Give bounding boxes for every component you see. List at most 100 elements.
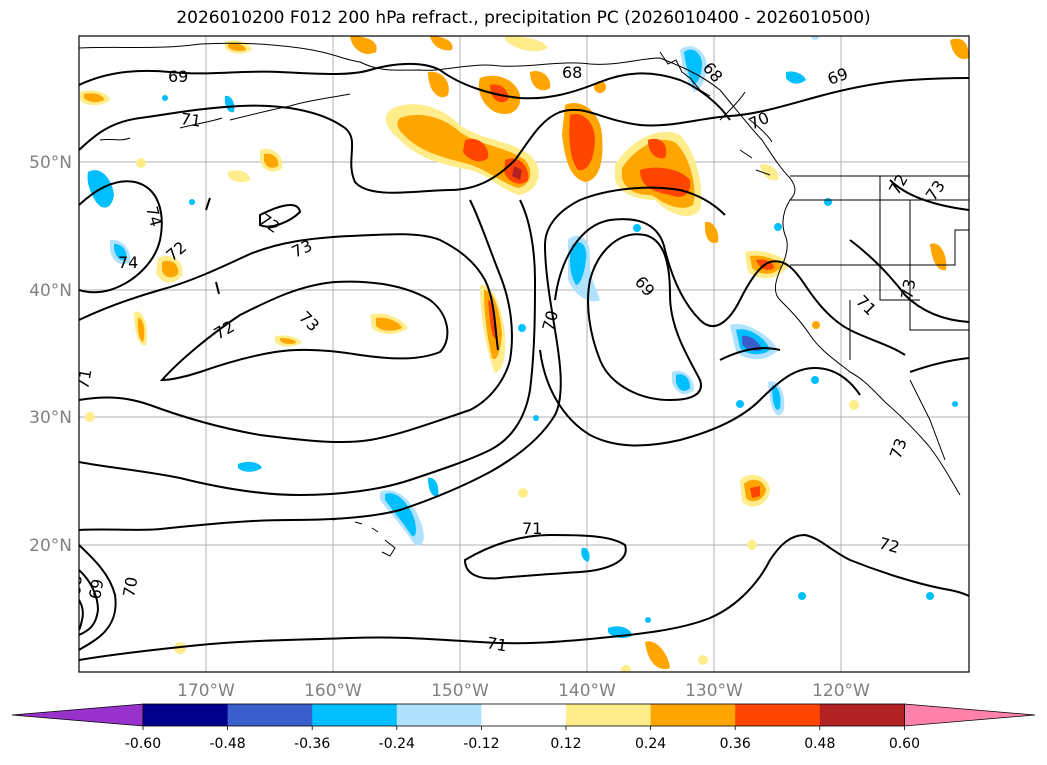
precip-positive-area xyxy=(512,166,522,180)
colorbar-extend-high xyxy=(904,703,1036,727)
precip-negative-area xyxy=(676,374,690,391)
precip-positive-area xyxy=(162,260,179,278)
precip-positive-area xyxy=(376,317,402,331)
precip-negative-area xyxy=(684,49,702,85)
precip-negative-area xyxy=(224,95,235,113)
colorbar-tick-label: 0.36 xyxy=(720,736,751,752)
contour-label: 69 xyxy=(825,64,851,89)
map-frame xyxy=(78,35,970,673)
colorbar-tick-label: 0.24 xyxy=(635,736,666,752)
contour-label: 74 xyxy=(142,204,166,229)
lon-label: 120°W xyxy=(812,681,870,701)
colorbar-extend-low xyxy=(11,703,144,727)
precip-positive-area xyxy=(280,338,296,344)
precip-positive-area xyxy=(505,36,548,52)
colorbar-segment xyxy=(566,704,652,726)
colorbar-tick-label: 0.48 xyxy=(804,736,835,752)
contour-label: 69 xyxy=(168,67,188,86)
colorbar-tick-label: -0.36 xyxy=(294,736,330,752)
precip-positive-area xyxy=(350,36,377,55)
precip-negative-area xyxy=(772,385,781,410)
precip-positive-area xyxy=(648,138,667,159)
contour-lines xyxy=(79,62,969,661)
precip-positive-area xyxy=(428,71,449,98)
precip-positive-area xyxy=(569,113,595,171)
lat-label: 20°N xyxy=(29,536,72,556)
map-title: 2026010200 F012 200 hPa refract., precip… xyxy=(176,8,871,28)
latitude-labels: 50°N 40°N 30°N 20°N xyxy=(29,153,72,556)
lon-label: 150°W xyxy=(431,681,489,701)
lon-label: 170°W xyxy=(177,681,235,701)
colorbar-segment xyxy=(650,704,736,726)
longitude-labels: 170°W 160°W 150°W 140°W 130°W 120°W xyxy=(177,681,870,701)
precip-negative-area xyxy=(385,493,416,537)
precip-negative-area xyxy=(742,335,762,351)
lat-label: 30°N xyxy=(29,408,72,428)
colorbar-outline xyxy=(142,703,905,727)
colorbar-segment xyxy=(312,704,398,726)
contour-label: 72 xyxy=(877,534,902,558)
colorbar-segment xyxy=(819,704,905,726)
colorbar-segment xyxy=(481,704,567,726)
precip-negative-area xyxy=(428,477,439,497)
precip-positive-area xyxy=(750,486,760,498)
precip-positive-area xyxy=(530,70,551,91)
colorbar-segment xyxy=(396,704,482,726)
colorbar-tick-label: 0.60 xyxy=(889,736,920,752)
precip-positive-area xyxy=(264,153,279,168)
coastlines xyxy=(79,42,969,557)
contour-label: 73 xyxy=(295,307,323,335)
precip-negative-area xyxy=(114,244,127,261)
precip-negative-area xyxy=(238,461,262,472)
precip-positive-area xyxy=(228,43,246,51)
lon-label: 160°W xyxy=(304,681,362,701)
precip-positive-area xyxy=(704,221,719,244)
contour-label: 71 xyxy=(73,367,95,390)
precip-positive-area xyxy=(84,93,104,103)
contour-label: 71 xyxy=(852,291,880,319)
precip-positive-area xyxy=(760,164,779,181)
lat-label: 40°N xyxy=(29,281,72,301)
colorbar-segment xyxy=(735,704,821,726)
precipitation-shading xyxy=(80,36,969,672)
precip-negative-area xyxy=(569,242,587,285)
contour-label: 72 xyxy=(885,171,912,198)
contour-label: 74 xyxy=(118,253,138,272)
precip-positive-area xyxy=(463,138,489,162)
precip-positive-area xyxy=(930,243,947,271)
precip-positive-area xyxy=(645,641,670,670)
map-plot-area: 69 68 68 69 71 70 72 73 72 74 72 73 74 6… xyxy=(65,36,969,672)
colorbar-tick-label: -0.24 xyxy=(379,736,415,752)
colorbar-tick-label: 0.12 xyxy=(550,736,581,752)
precip-positive-area xyxy=(137,318,145,342)
contour-label: 72 xyxy=(211,317,238,344)
contour-label: 70 xyxy=(746,108,772,134)
contour-label: 68 xyxy=(562,63,582,82)
precip-positive-area xyxy=(430,36,453,51)
contour-label: 68 xyxy=(65,574,86,596)
colorbar-tick-label: -0.12 xyxy=(463,736,499,752)
contour-label: 73 xyxy=(897,277,919,300)
colorbar-tick-label: -0.60 xyxy=(125,736,161,752)
lon-label: 140°W xyxy=(558,681,616,701)
contour-label: 71 xyxy=(485,633,508,655)
colorbar-segment xyxy=(227,704,313,726)
contour-label: 73 xyxy=(886,436,911,462)
precip-positive-area xyxy=(488,300,497,339)
precip-positive-area xyxy=(228,170,250,183)
contour-label: 69 xyxy=(631,272,659,300)
precip-negative-area xyxy=(581,547,590,562)
colorbar: -0.60 -0.48 -0.36 -0.24 -0.12 0.12 0.24 0.36 0.4… xyxy=(11,703,1036,752)
contour-label: 71 xyxy=(522,519,542,538)
contour-label: 70 xyxy=(539,308,563,333)
precip-positive-area xyxy=(490,84,509,103)
precip-negative-area xyxy=(786,71,806,84)
precip-positive-area xyxy=(950,38,969,60)
contour-label: 71 xyxy=(179,109,202,131)
contour-label: 70 xyxy=(119,575,141,598)
lat-label: 50°N xyxy=(29,153,72,173)
contour-label: 69 xyxy=(85,577,107,600)
contour-label: 72 xyxy=(256,210,284,237)
colorbar-segment xyxy=(143,704,229,726)
